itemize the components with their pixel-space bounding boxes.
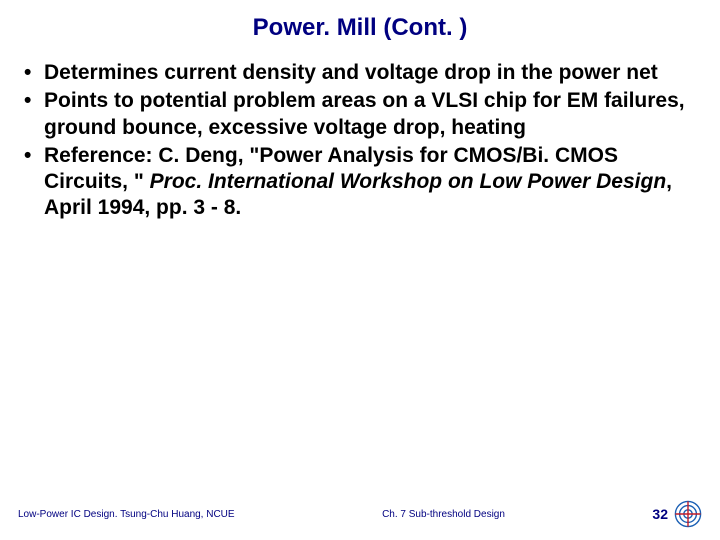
bullet-marker: • bbox=[22, 88, 44, 114]
text-run: Proc. International Workshop on Low Powe… bbox=[150, 170, 667, 193]
bullet-item: •Points to potential problem areas on a … bbox=[22, 88, 694, 141]
slide-footer: Low-Power IC Design. Tsung-Chu Huang, NC… bbox=[0, 500, 720, 528]
bullet-text: Reference: C. Deng, "Power Analysis for … bbox=[44, 143, 694, 222]
footer-right: 32 bbox=[652, 500, 702, 528]
bullet-marker: • bbox=[22, 60, 44, 86]
bullet-text: Determines current density and voltage d… bbox=[44, 60, 694, 86]
slide-title: Power. Mill (Cont. ) bbox=[0, 0, 720, 60]
bullet-text: Points to potential problem areas on a V… bbox=[44, 88, 694, 141]
bullet-item: •Determines current density and voltage … bbox=[22, 60, 694, 86]
footer-left-text: Low-Power IC Design. Tsung-Chu Huang, NC… bbox=[18, 509, 235, 520]
footer-center-text: Ch. 7 Sub-threshold Design bbox=[235, 509, 653, 520]
bullet-item: •Reference: C. Deng, "Power Analysis for… bbox=[22, 143, 694, 222]
university-logo-icon bbox=[674, 500, 702, 528]
text-run: Determines current density and voltage d… bbox=[44, 61, 658, 84]
bullet-marker: • bbox=[22, 143, 44, 169]
text-run: Points to potential problem areas on a V… bbox=[44, 89, 685, 138]
slide-body: •Determines current density and voltage … bbox=[0, 60, 720, 222]
page-number: 32 bbox=[652, 506, 668, 522]
